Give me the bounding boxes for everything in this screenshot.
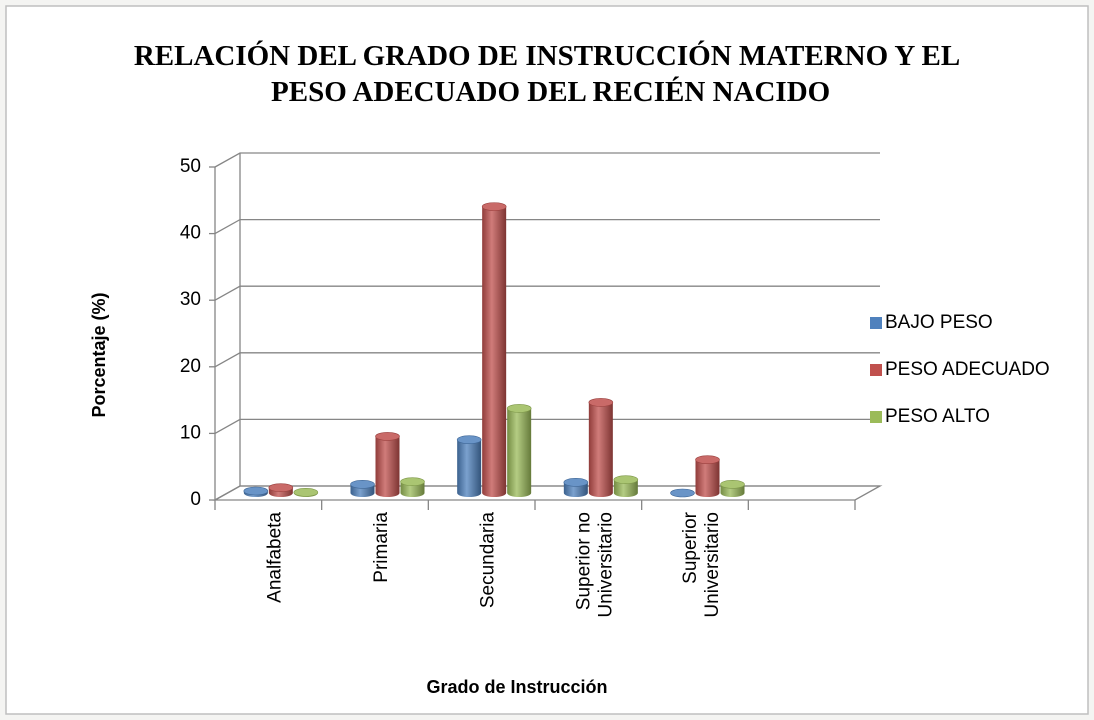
x-tick-label: Superior no Universitario	[573, 512, 616, 623]
legend-swatch	[870, 411, 882, 423]
y-tick-label: 30	[180, 289, 201, 310]
bar-body	[400, 481, 425, 497]
bar	[695, 455, 720, 497]
bar	[375, 432, 400, 497]
chart-title: RELACIÓN DEL GRADO DE INSTRUCCIÓN MATERN…	[134, 39, 960, 108]
legend-swatch	[870, 364, 882, 376]
y-tick-label: 0	[190, 489, 201, 510]
bar	[563, 478, 589, 497]
x-tick-label: Superior Universitario	[680, 511, 723, 623]
bar-top	[613, 475, 639, 484]
bar-top	[456, 435, 482, 445]
bar-top	[563, 478, 589, 487]
grid-line	[214, 418, 880, 434]
bar-top	[350, 480, 375, 489]
bar	[293, 488, 319, 497]
bar-body	[588, 402, 613, 497]
grid-line	[214, 352, 880, 368]
legend-label: PESO ALTO	[885, 406, 990, 427]
bar	[670, 488, 695, 498]
legend-swatch	[870, 317, 882, 329]
bar-body	[507, 408, 532, 497]
bar-top	[670, 488, 695, 498]
bar	[613, 475, 639, 497]
y-tick-label: 20	[180, 356, 201, 377]
grid-line	[214, 152, 880, 168]
bar	[506, 404, 532, 497]
y-tick-label: 10	[180, 422, 201, 443]
bar-top	[695, 455, 720, 465]
x-axis-title: Grado de Instrucción	[426, 677, 607, 697]
y-tick-label: 40	[180, 223, 201, 244]
bar	[588, 398, 614, 497]
legend-label: BAJO PESO	[885, 312, 993, 333]
bar-body	[613, 479, 638, 497]
bar-top	[293, 488, 319, 497]
chart-area	[5, 5, 1089, 715]
x-tick-label: Primaria	[371, 512, 392, 583]
y-tick-label: 50	[180, 156, 201, 177]
bar	[350, 480, 375, 497]
x-tick-label: Analfabeta	[264, 512, 285, 603]
bar-top	[588, 398, 614, 407]
bar	[456, 435, 482, 497]
bar	[243, 486, 269, 497]
bar-top	[506, 404, 532, 413]
bar-top	[243, 486, 269, 496]
legend-label: PESO ADECUADO	[885, 359, 1050, 380]
bar-top	[268, 483, 294, 492]
grid-line	[214, 485, 880, 501]
bar	[268, 483, 294, 497]
bar-top	[400, 477, 425, 486]
bar-body	[375, 436, 400, 497]
y-axis-title: Porcentaje (%)	[89, 292, 109, 417]
bar-top	[481, 202, 507, 211]
bar-body	[695, 459, 720, 497]
bar-top	[720, 480, 745, 489]
bar	[720, 480, 745, 497]
grid-line	[214, 218, 880, 235]
bar	[481, 202, 507, 497]
grid-line	[214, 285, 880, 301]
bar-body	[482, 206, 507, 497]
bar-body	[457, 439, 482, 497]
x-tick-label: Secundaria	[478, 512, 499, 609]
bar	[400, 477, 425, 497]
bar-top	[375, 432, 400, 441]
